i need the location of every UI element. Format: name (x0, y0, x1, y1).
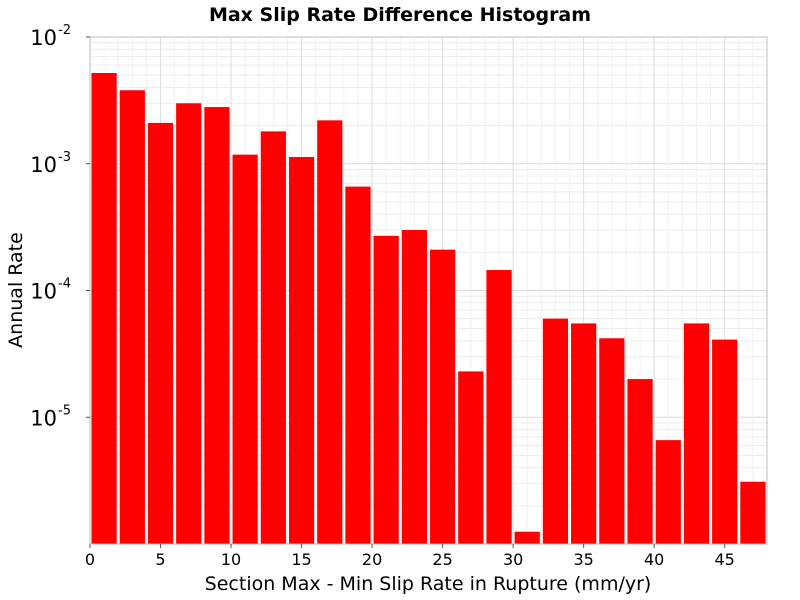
histogram-bar (627, 379, 653, 544)
histogram-bar (655, 440, 681, 544)
y-tick-label-exponent: -4 (58, 277, 71, 292)
grid-lines (89, 37, 768, 545)
histogram-bar (514, 531, 540, 544)
x-tick-label: 20 (362, 550, 382, 569)
histogram-bar (345, 186, 371, 544)
histogram-bar (740, 481, 766, 544)
histogram-bar (542, 318, 569, 544)
histogram-bar (458, 371, 484, 544)
histogram-bar (683, 323, 710, 544)
y-tick-label-exponent: -5 (58, 403, 71, 418)
histogram-bar (204, 107, 230, 544)
x-tick-label: 0 (85, 550, 95, 569)
plot-area (89, 36, 768, 545)
x-tick-label: 25 (432, 550, 452, 569)
histogram-bar (430, 249, 456, 545)
histogram-bar (373, 235, 399, 544)
histogram-bar (712, 339, 738, 544)
histogram-bar (486, 270, 512, 544)
x-tick-label: 45 (715, 550, 735, 569)
chart-title: Max Slip Rate Difference Histogram (209, 4, 591, 26)
histogram-bar (176, 103, 202, 545)
y-tick-label-base: 10 (30, 153, 57, 177)
histogram-bar (260, 131, 286, 544)
x-axis-label: Section Max - Min Slip Rate in Rupture (… (205, 573, 652, 595)
y-tick-label-exponent: -3 (58, 150, 71, 165)
y-tick-label-base: 10 (30, 26, 57, 50)
y-tick-label-base: 10 (30, 280, 57, 304)
histogram-bar (91, 72, 117, 544)
histogram-bar (147, 122, 174, 545)
y-axis-ticks: 10-110-210-310-410-5 (30, 23, 90, 430)
x-tick-label: 10 (221, 550, 241, 569)
histogram-bar (599, 338, 625, 544)
y-axis-label: Annual Rate (5, 232, 27, 348)
x-axis-ticks: 0 5 10 15 20 25 30 35 40 45 (85, 544, 735, 569)
bars (91, 72, 766, 545)
y-tick-label-base: 10 (30, 406, 57, 430)
x-tick-label: 5 (155, 550, 165, 569)
histogram-bar (232, 154, 258, 544)
histogram-bar (119, 90, 145, 545)
x-tick-label: 35 (573, 550, 593, 569)
histogram-bar (317, 120, 343, 544)
x-tick-label: 40 (644, 550, 664, 569)
histogram-bar (288, 157, 315, 544)
x-tick-label: 15 (291, 550, 311, 569)
histogram-bar (401, 230, 427, 544)
y-tick-label-exponent: -2 (58, 23, 71, 38)
histogram-bar (571, 323, 597, 544)
x-tick-label: 30 (503, 550, 523, 569)
